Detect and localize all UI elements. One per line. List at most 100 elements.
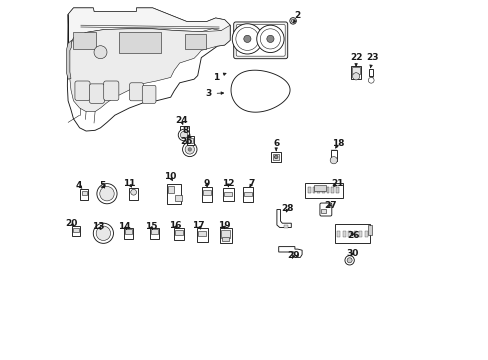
Circle shape	[93, 223, 113, 243]
Text: 1: 1	[213, 72, 225, 81]
Bar	[351, 67, 359, 74]
Circle shape	[352, 73, 359, 80]
Text: 9: 9	[203, 179, 210, 188]
Bar	[198, 231, 206, 236]
Circle shape	[289, 18, 296, 24]
Text: 10: 10	[163, 172, 176, 181]
FancyBboxPatch shape	[142, 85, 156, 103]
Circle shape	[274, 155, 277, 159]
Bar	[201, 187, 212, 202]
Text: 2: 2	[293, 12, 300, 23]
Circle shape	[130, 189, 136, 195]
Text: 7: 7	[248, 179, 254, 188]
Bar	[129, 188, 138, 200]
FancyBboxPatch shape	[129, 83, 143, 101]
Bar	[203, 189, 210, 195]
Text: 15: 15	[144, 222, 157, 231]
Bar	[73, 228, 79, 232]
Bar	[359, 231, 362, 237]
Text: 27: 27	[323, 201, 336, 210]
Bar	[81, 191, 87, 195]
Bar	[313, 185, 325, 191]
Text: 26: 26	[346, 231, 359, 240]
Bar	[342, 231, 345, 237]
Text: 13: 13	[92, 222, 105, 231]
Polygon shape	[68, 14, 230, 112]
Bar	[368, 69, 373, 76]
FancyBboxPatch shape	[319, 203, 331, 216]
Bar	[367, 225, 371, 235]
Bar	[304, 183, 342, 198]
Circle shape	[329, 157, 337, 164]
Circle shape	[260, 29, 280, 49]
Text: 8: 8	[183, 126, 190, 138]
Bar	[72, 226, 80, 236]
Bar	[197, 228, 207, 242]
Bar	[317, 187, 320, 193]
Bar	[223, 188, 233, 201]
Bar	[167, 186, 174, 193]
FancyBboxPatch shape	[75, 81, 90, 100]
Text: 17: 17	[192, 221, 204, 230]
Bar	[174, 228, 183, 240]
Bar	[119, 32, 161, 53]
Bar	[347, 231, 350, 237]
Bar	[244, 192, 251, 196]
Bar	[350, 66, 361, 79]
Circle shape	[97, 184, 117, 204]
Circle shape	[96, 226, 110, 240]
FancyBboxPatch shape	[89, 84, 104, 103]
Bar	[187, 138, 193, 143]
Bar	[353, 231, 356, 237]
Circle shape	[100, 186, 114, 201]
Text: 30: 30	[346, 249, 358, 258]
Text: 25: 25	[180, 137, 193, 146]
Bar	[242, 187, 253, 202]
Text: 22: 22	[349, 53, 362, 66]
Bar	[175, 230, 182, 235]
Circle shape	[180, 131, 187, 139]
FancyBboxPatch shape	[236, 24, 285, 56]
Bar	[307, 187, 310, 193]
Bar	[219, 228, 231, 243]
Text: 18: 18	[331, 139, 344, 148]
Circle shape	[182, 142, 197, 157]
Polygon shape	[230, 70, 289, 112]
Text: 24: 24	[175, 116, 187, 125]
Bar	[175, 195, 181, 201]
Text: 20: 20	[65, 219, 78, 228]
Bar	[271, 152, 280, 162]
Bar	[224, 192, 232, 196]
Text: 11: 11	[123, 179, 135, 188]
Bar	[151, 229, 158, 234]
Circle shape	[346, 258, 351, 263]
Bar	[364, 231, 367, 237]
Text: 28: 28	[281, 204, 293, 213]
Circle shape	[94, 46, 107, 59]
Bar	[335, 187, 338, 193]
Text: 14: 14	[118, 222, 131, 231]
Circle shape	[232, 24, 262, 54]
Text: 21: 21	[330, 179, 343, 188]
Text: 29: 29	[287, 251, 300, 260]
Bar	[326, 187, 329, 193]
FancyBboxPatch shape	[103, 81, 119, 100]
Bar	[330, 150, 336, 161]
Bar	[330, 187, 333, 193]
Bar	[167, 184, 181, 204]
Bar	[179, 126, 188, 133]
Circle shape	[344, 256, 354, 265]
Bar	[125, 229, 132, 234]
Bar	[72, 32, 96, 49]
FancyBboxPatch shape	[233, 22, 287, 59]
Bar	[337, 231, 340, 237]
Text: 23: 23	[366, 53, 378, 68]
Circle shape	[178, 129, 189, 141]
Bar	[124, 228, 133, 239]
Bar	[284, 225, 287, 228]
Bar	[272, 154, 279, 160]
Bar	[186, 136, 194, 145]
Text: 12: 12	[222, 179, 234, 188]
Text: 3: 3	[205, 89, 223, 98]
Bar	[312, 187, 315, 193]
